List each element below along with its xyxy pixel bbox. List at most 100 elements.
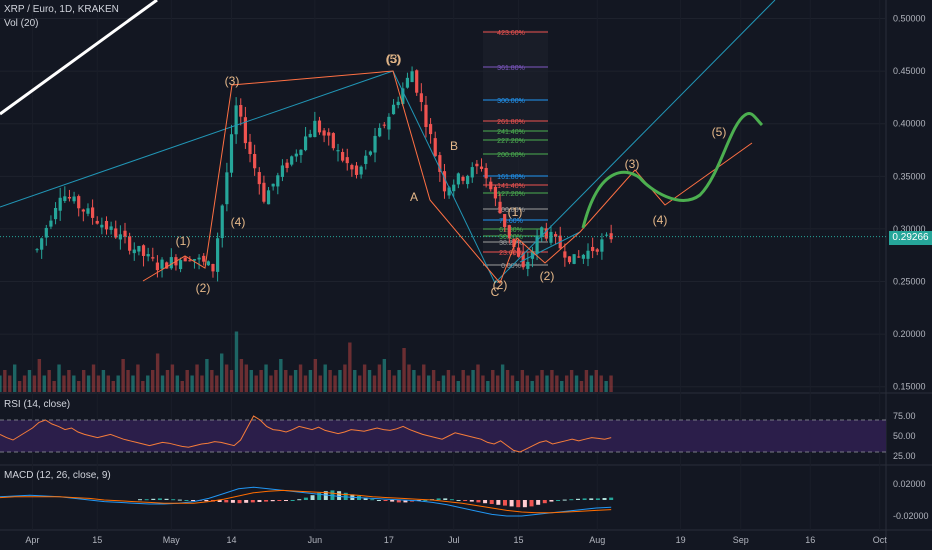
volume-bar	[505, 370, 510, 392]
volume-bar	[91, 364, 96, 392]
time-tick-label: 17	[384, 535, 394, 545]
volume-bar	[165, 370, 170, 392]
volume-bar	[397, 370, 401, 392]
candle-body	[368, 151, 372, 155]
volume-bar	[303, 375, 308, 392]
macd-histogram-bar	[383, 500, 388, 501]
candle-body	[137, 245, 141, 252]
volume-bar	[106, 375, 111, 392]
rsi-band	[0, 420, 886, 452]
macd-histogram-bar	[463, 500, 468, 501]
fib-level-label: 141.40%	[497, 183, 525, 190]
volume-bar	[308, 370, 313, 392]
volume-bar	[367, 370, 372, 392]
candle-body	[567, 256, 572, 263]
candle-body	[484, 167, 488, 179]
price-tick-label: 0.15000	[893, 382, 926, 392]
fib-level-label: 361.80%	[497, 65, 525, 72]
macd-histogram-bar	[469, 500, 474, 502]
macd-histogram-bar	[191, 500, 196, 501]
candle-body	[225, 172, 229, 205]
candle-body	[512, 238, 516, 248]
candle-body	[424, 104, 428, 127]
volume-bar	[550, 370, 554, 392]
volume-bar	[574, 375, 579, 392]
price-tick-label: 0.20000	[893, 329, 926, 339]
price-tick-label: 0.50000	[893, 14, 926, 24]
volume-bar	[594, 370, 598, 392]
rsi-line	[0, 415, 612, 453]
volume-bar	[146, 375, 150, 392]
volume-bar	[141, 381, 145, 392]
volume-bar	[239, 359, 244, 392]
volume-bar	[466, 375, 470, 392]
volume-bar	[569, 370, 574, 392]
volume-bar	[382, 359, 387, 392]
volume-bar	[195, 364, 199, 392]
macd-histogram-bar	[337, 491, 342, 500]
candle-body	[290, 156, 294, 165]
candle-body	[530, 251, 535, 259]
volume-bar	[412, 370, 416, 392]
rsi-legend[interactable]: RSI (14, close)	[4, 399, 70, 410]
volume-bar	[175, 375, 180, 392]
volume-bar	[323, 364, 327, 392]
volume-bar	[520, 370, 525, 392]
candle-body	[81, 209, 85, 212]
candle-body	[433, 138, 437, 157]
macd-histogram-bar	[376, 500, 381, 501]
volume-bar	[8, 375, 12, 392]
candle-body	[554, 234, 558, 237]
macd-tick-label: 0.02000	[893, 479, 926, 489]
macd-histogram-bar	[177, 499, 182, 501]
candle-body	[604, 234, 609, 236]
macd-histogram-bar	[489, 500, 494, 504]
volume-bar	[185, 370, 189, 392]
candle-body	[466, 175, 470, 185]
candle-body	[507, 225, 511, 239]
candle-body	[262, 182, 266, 202]
symbol-legend[interactable]: XRP / Euro, 1D, KRAKEN	[4, 4, 119, 15]
macd-histogram-bar	[303, 497, 308, 500]
volume-bar	[545, 375, 549, 392]
volume-bar	[126, 370, 130, 392]
macd-pane: 0.02000 -0.02000	[0, 479, 929, 521]
volume-bar	[224, 364, 229, 392]
candle-body	[322, 130, 326, 136]
candle-body	[206, 261, 210, 266]
candle-body	[128, 236, 132, 251]
macd-histogram-bar	[449, 499, 454, 501]
volume-bar	[377, 364, 382, 392]
candle-body	[350, 165, 354, 170]
macd-histogram-bar	[549, 500, 554, 502]
volume-bar	[565, 375, 569, 392]
candle-body	[456, 173, 460, 185]
candle-body	[498, 201, 502, 214]
volume-bar	[579, 381, 584, 392]
volume-bar	[343, 364, 347, 392]
wave-label: (2)	[540, 269, 555, 283]
volume-bar	[0, 375, 2, 392]
macd-histogram-bar	[224, 500, 229, 503]
macd-histogram-bar	[436, 498, 441, 500]
volume-bar	[422, 364, 426, 392]
volume-bar	[170, 364, 175, 392]
macd-legend[interactable]: MACD (12, 26, close, 9)	[4, 470, 111, 481]
macd-histogram-bar	[536, 500, 541, 505]
volume-bar	[298, 364, 303, 392]
macd-histogram-bar	[423, 500, 428, 501]
macd-histogram-bar	[151, 498, 156, 500]
macd-histogram-bar	[516, 500, 521, 508]
macd-histogram-bar	[138, 499, 142, 501]
candle-body	[91, 207, 95, 218]
candle-body	[382, 124, 386, 126]
volume-bar	[27, 370, 32, 392]
volume-bar	[313, 359, 318, 392]
price-tick-label: 0.40000	[893, 119, 926, 129]
volume-bar	[318, 375, 322, 392]
candle-body	[544, 228, 548, 239]
macd-histogram-bar	[529, 500, 534, 507]
volume-legend[interactable]: Vol (20)	[4, 18, 38, 29]
volume-bar	[229, 370, 234, 392]
volume-bar	[279, 359, 283, 392]
